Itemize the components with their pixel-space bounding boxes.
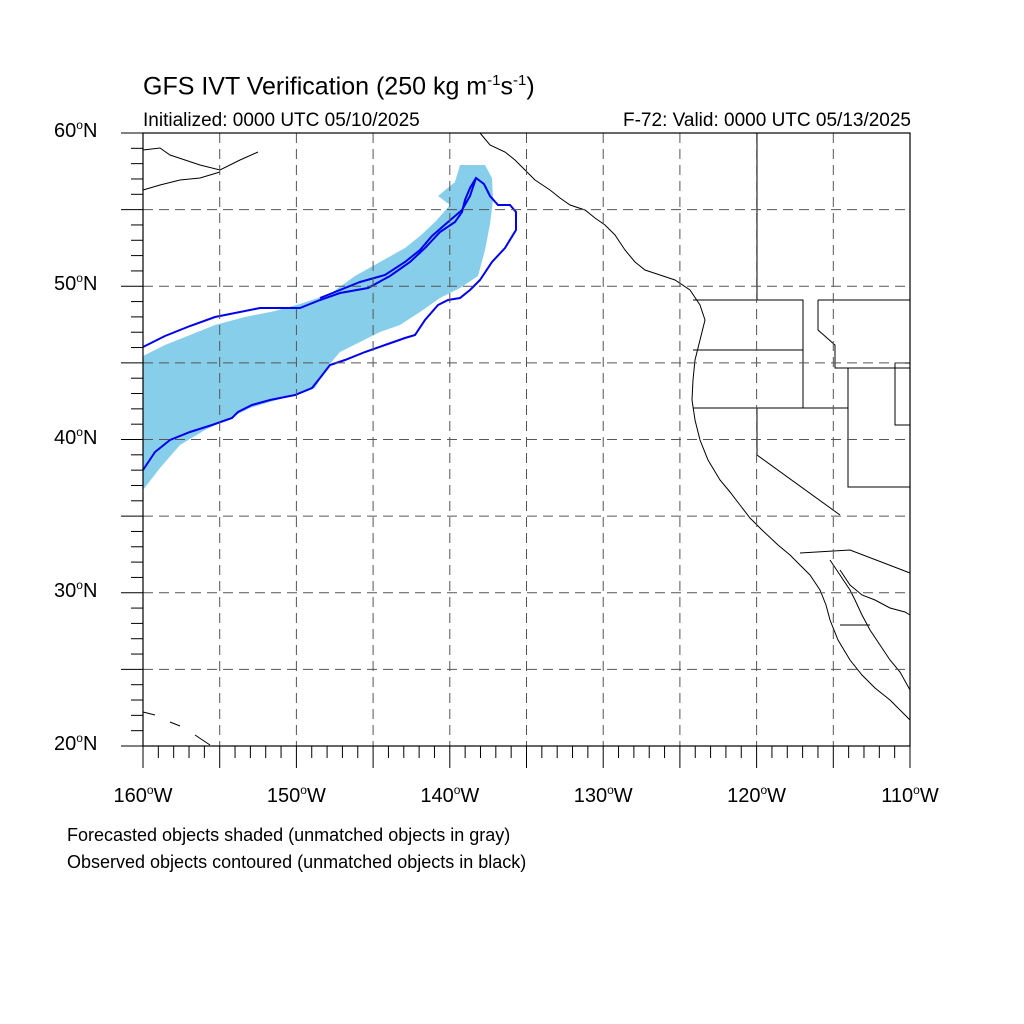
longitude-label: 110oW — [881, 783, 939, 808]
degree-sign: o — [76, 577, 83, 592]
map-frame — [142, 132, 911, 747]
observed-ivt-contour-inner — [319, 177, 477, 299]
degree-sign: o — [146, 783, 154, 797]
axis-ticks — [121, 132, 911, 768]
longitude-label: 150oW — [266, 783, 326, 808]
latitude-label: 60oN — [54, 118, 98, 143]
longitude-label: 140oW — [420, 783, 480, 808]
label-value: 30 — [54, 579, 77, 602]
hemisphere-letter: W — [153, 785, 173, 807]
longitude-label: 120oW — [727, 783, 787, 808]
hemisphere-letter: W — [613, 785, 633, 807]
hemisphere-letter: W — [919, 785, 939, 807]
degree-sign: o — [300, 783, 307, 797]
latitude-label: 50oN — [54, 271, 98, 296]
label-value: 150 — [266, 785, 301, 807]
label-value: 140 — [420, 785, 454, 807]
label-value: 120 — [727, 785, 761, 807]
degree-sign: o — [607, 783, 614, 797]
forecast-ivt-object — [143, 165, 493, 490]
coastlines — [142, 132, 911, 746]
hemisphere-letter: N — [82, 273, 98, 296]
gridlines — [143, 133, 910, 746]
label-value: 40 — [54, 426, 77, 449]
label-value: 110 — [881, 785, 914, 807]
label-value: 160 — [113, 785, 147, 807]
degree-sign: o — [76, 271, 83, 286]
latitude-label: 30oN — [54, 577, 98, 603]
initialized-time: Initialized: 0000 UTC 05/10/2025 — [143, 110, 420, 131]
hemisphere-letter: W — [767, 785, 787, 807]
degree-sign: o — [76, 731, 83, 745]
latitude-label: 20oN — [54, 731, 98, 756]
label-value: 50 — [54, 273, 77, 296]
state-borders — [693, 133, 911, 626]
latitude-label: 40oN — [54, 424, 98, 450]
hemisphere-letter: N — [82, 733, 98, 755]
hemisphere-letter: N — [82, 120, 98, 142]
chart-title: GFS IVT Verification (250 kg m-1s-1) — [143, 72, 535, 101]
label-value: 130 — [573, 785, 608, 807]
degree-sign: o — [913, 783, 920, 797]
hemisphere-letter: W — [306, 785, 326, 807]
degree-sign: o — [76, 118, 83, 132]
label-value: 20 — [54, 733, 77, 755]
footnote-forecast: Forecasted objects shaded (unmatched obj… — [67, 825, 511, 845]
longitude-label: 130oW — [573, 783, 633, 808]
degree-sign: o — [760, 783, 768, 797]
hemisphere-letter: W — [460, 785, 480, 807]
longitude-label: 160oW — [113, 783, 173, 808]
valid-time: F-72: Valid: 0000 UTC 05/13/2025 — [623, 110, 911, 131]
degree-sign: o — [76, 424, 83, 439]
degree-sign: o — [453, 783, 461, 797]
label-value: 60 — [54, 120, 77, 142]
footnote-observed: Observed objects contoured (unmatched ob… — [67, 852, 527, 872]
hemisphere-letter: N — [82, 426, 98, 449]
hemisphere-letter: N — [82, 579, 98, 602]
